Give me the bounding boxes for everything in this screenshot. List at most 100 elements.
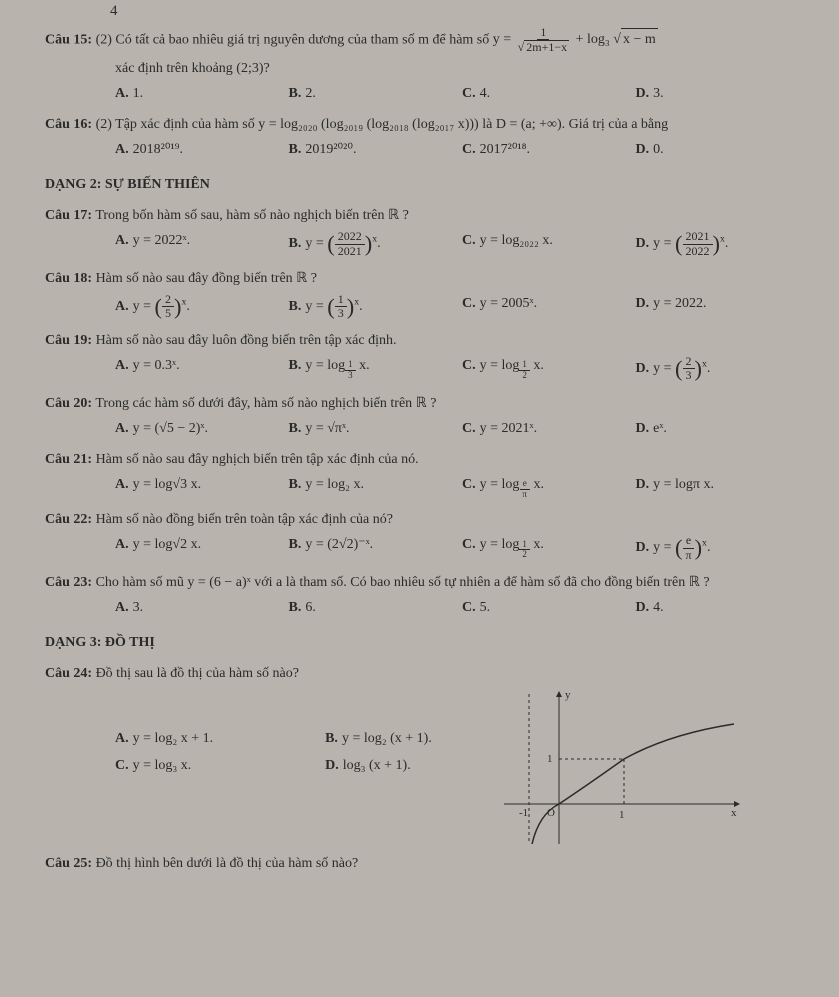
q18-opt-b: B.y = (13)x. xyxy=(289,293,463,320)
question-19: Câu 19: Hàm số nào sau đây luôn đồng biế… xyxy=(45,330,809,382)
q18-a-sup: x xyxy=(181,296,186,307)
q21-c-x: x. xyxy=(530,477,544,492)
q15-options: A.1. B.2. C.4. D.3. xyxy=(115,83,809,104)
label-a: A. xyxy=(115,600,129,615)
q20-opt-a: A.y = (√5 − 2)ˣ. xyxy=(115,418,289,439)
q20-opt-d: D.eˣ. xyxy=(636,418,810,439)
q22-opt-c: C.y = log12 x. xyxy=(462,534,636,561)
q21-b-val: y = log₂ x. xyxy=(305,477,364,492)
q18-opt-a: A.y = (25)x. xyxy=(115,293,289,320)
label-d: D. xyxy=(325,758,339,773)
q18-opt-c: C.y = 2005ˣ. xyxy=(462,293,636,320)
q18-a-yeq: y = xyxy=(133,299,151,314)
q16-opt-c: C.2017²⁰¹⁸. xyxy=(462,139,636,160)
q17-d-num: 2021 xyxy=(683,230,713,244)
q17-opt-a: A.y = 2022ˣ. xyxy=(115,230,289,257)
label-d: D. xyxy=(636,477,650,492)
q19-c-x: x. xyxy=(530,358,544,373)
q24-d-val: log₃ (x + 1). xyxy=(343,758,411,773)
q19-c-subden: 2 xyxy=(519,371,530,381)
graph-x-label: x xyxy=(731,807,737,819)
q20-opt-c: C.y = 2021ˣ. xyxy=(462,418,636,439)
q16-d-val: 0. xyxy=(653,142,664,157)
label-a: A. xyxy=(115,477,129,492)
graph-y1: 1 xyxy=(547,753,553,765)
q22-c-pre: y = log xyxy=(480,537,520,552)
q15-text1: Có tất cả bao nhiêu giá trị nguyên dương… xyxy=(115,32,489,47)
q23-opt-a: A.3. xyxy=(115,597,289,618)
q19-d-sup: x xyxy=(702,358,707,369)
question-22: Câu 22: Hàm số nào đồng biến trên toàn t… xyxy=(45,509,809,561)
q21-opt-b: B.y = log₂ x. xyxy=(289,474,463,500)
q19-num: Câu 19: xyxy=(45,333,92,348)
question-16: Câu 16: (2) Tập xác định của hàm số y = … xyxy=(45,114,809,160)
label-a: A. xyxy=(115,233,129,248)
q19-opt-c: C.y = log12 x. xyxy=(462,355,636,382)
q22-d-sup: x xyxy=(702,538,707,549)
q23-opt-d: D.4. xyxy=(636,597,810,618)
label-c: C. xyxy=(462,537,476,552)
q18-opt-d: D.y = 2022. xyxy=(636,293,810,320)
q19-opt-d: D.y = (23)x. xyxy=(636,355,810,382)
label-b: B. xyxy=(289,537,302,552)
q19-a-val: y = 0.3ˣ. xyxy=(133,358,180,373)
q22-opt-d: D.y = (eπ)x. xyxy=(636,534,810,561)
q19-opt-a: A.y = 0.3ˣ. xyxy=(115,355,289,382)
q15-opt-c: C.4. xyxy=(462,83,636,104)
q20-a-val: y = (√5 − 2)ˣ. xyxy=(133,421,208,436)
q19-text: Hàm số nào sau đây luôn đồng biến trên t… xyxy=(96,333,397,348)
q16-num: Câu 16: xyxy=(45,117,92,132)
q21-text: Hàm số nào sau đây nghịch biến trên tập … xyxy=(96,452,419,467)
q22-opt-b: B.y = (2√2)⁻ˣ. xyxy=(289,534,463,561)
q22-text: Hàm số nào đồng biến trên toàn tập xác đ… xyxy=(96,512,393,527)
q22-d-den: π xyxy=(683,549,695,562)
label-d: D. xyxy=(636,236,650,251)
q17-d-pre: y = xyxy=(653,236,671,251)
label-c: C. xyxy=(462,477,476,492)
q19-b-subden: 3 xyxy=(345,371,356,381)
q24-opt-c: C.y = log₃ x. xyxy=(115,755,325,776)
q20-opt-b: B.y = √πˣ. xyxy=(289,418,463,439)
q20-b-val: y = √πˣ. xyxy=(305,421,349,436)
label-b: B. xyxy=(289,421,302,436)
label-b: B. xyxy=(289,142,302,157)
q15-opt-d: D.3. xyxy=(636,83,810,104)
q17-b-sup: x xyxy=(372,234,377,245)
q18-b-den: 3 xyxy=(335,307,347,320)
q24-graph: y x O -1 1 1 xyxy=(499,684,749,854)
q16-pts: (2) xyxy=(96,117,112,132)
question-23: Câu 23: Cho hàm số mũ y = (6 − a)ˣ với a… xyxy=(45,572,809,618)
q25-num: Câu 25: xyxy=(45,856,92,871)
q18-a-num: 2 xyxy=(162,293,174,307)
q23-opt-b: B.6. xyxy=(289,597,463,618)
question-18: Câu 18: Hàm số nào sau đây đồng biến trê… xyxy=(45,268,809,320)
q20-d-val: eˣ. xyxy=(653,421,667,436)
q18-b-yeq: y = xyxy=(305,299,323,314)
q24-a-val: y = log₂ x + 1. xyxy=(133,731,214,746)
question-20: Câu 20: Trong các hàm số dưới đây, hàm s… xyxy=(45,393,809,439)
section-2-heading: DẠNG 2: SỰ BIẾN THIÊN xyxy=(45,174,809,195)
label-d: D. xyxy=(636,296,650,311)
q23-d-val: 4. xyxy=(653,600,664,615)
q21-options: A.y = log√3 x. B.y = log₂ x. C.y = logeπ… xyxy=(115,474,809,500)
q22-c-subden: 2 xyxy=(519,550,530,560)
q17-b-num: 2022 xyxy=(335,230,365,244)
q17-d-den: 2022 xyxy=(683,245,713,258)
q15-pts: (2) xyxy=(96,32,112,47)
q17-b-pre: y = xyxy=(305,236,323,251)
q15-b-val: 2. xyxy=(305,86,316,101)
q22-num: Câu 22: xyxy=(45,512,92,527)
q21-c-subnum: e xyxy=(520,479,530,490)
q16-options: A.2018²⁰¹⁹. B.2019²⁰²⁰. C.2017²⁰¹⁸. D.0. xyxy=(115,139,809,160)
q21-c-pre: y = log xyxy=(480,477,520,492)
q15-a-val: 1. xyxy=(133,86,144,101)
q18-a-den: 5 xyxy=(162,307,174,320)
q21-a-val: y = log√3 x. xyxy=(133,477,201,492)
label-c: C. xyxy=(462,296,476,311)
q22-c-x: x. xyxy=(530,537,544,552)
q19-d-den: 3 xyxy=(683,369,695,382)
q24-num: Câu 24: xyxy=(45,666,92,681)
q15-formula: y = 12m+1−x + log₃ x − m xyxy=(493,32,658,47)
q24-options-row2: C.y = log₃ x. D. log₃ (x + 1). xyxy=(115,755,535,776)
q17-d-sup: x xyxy=(720,234,725,245)
